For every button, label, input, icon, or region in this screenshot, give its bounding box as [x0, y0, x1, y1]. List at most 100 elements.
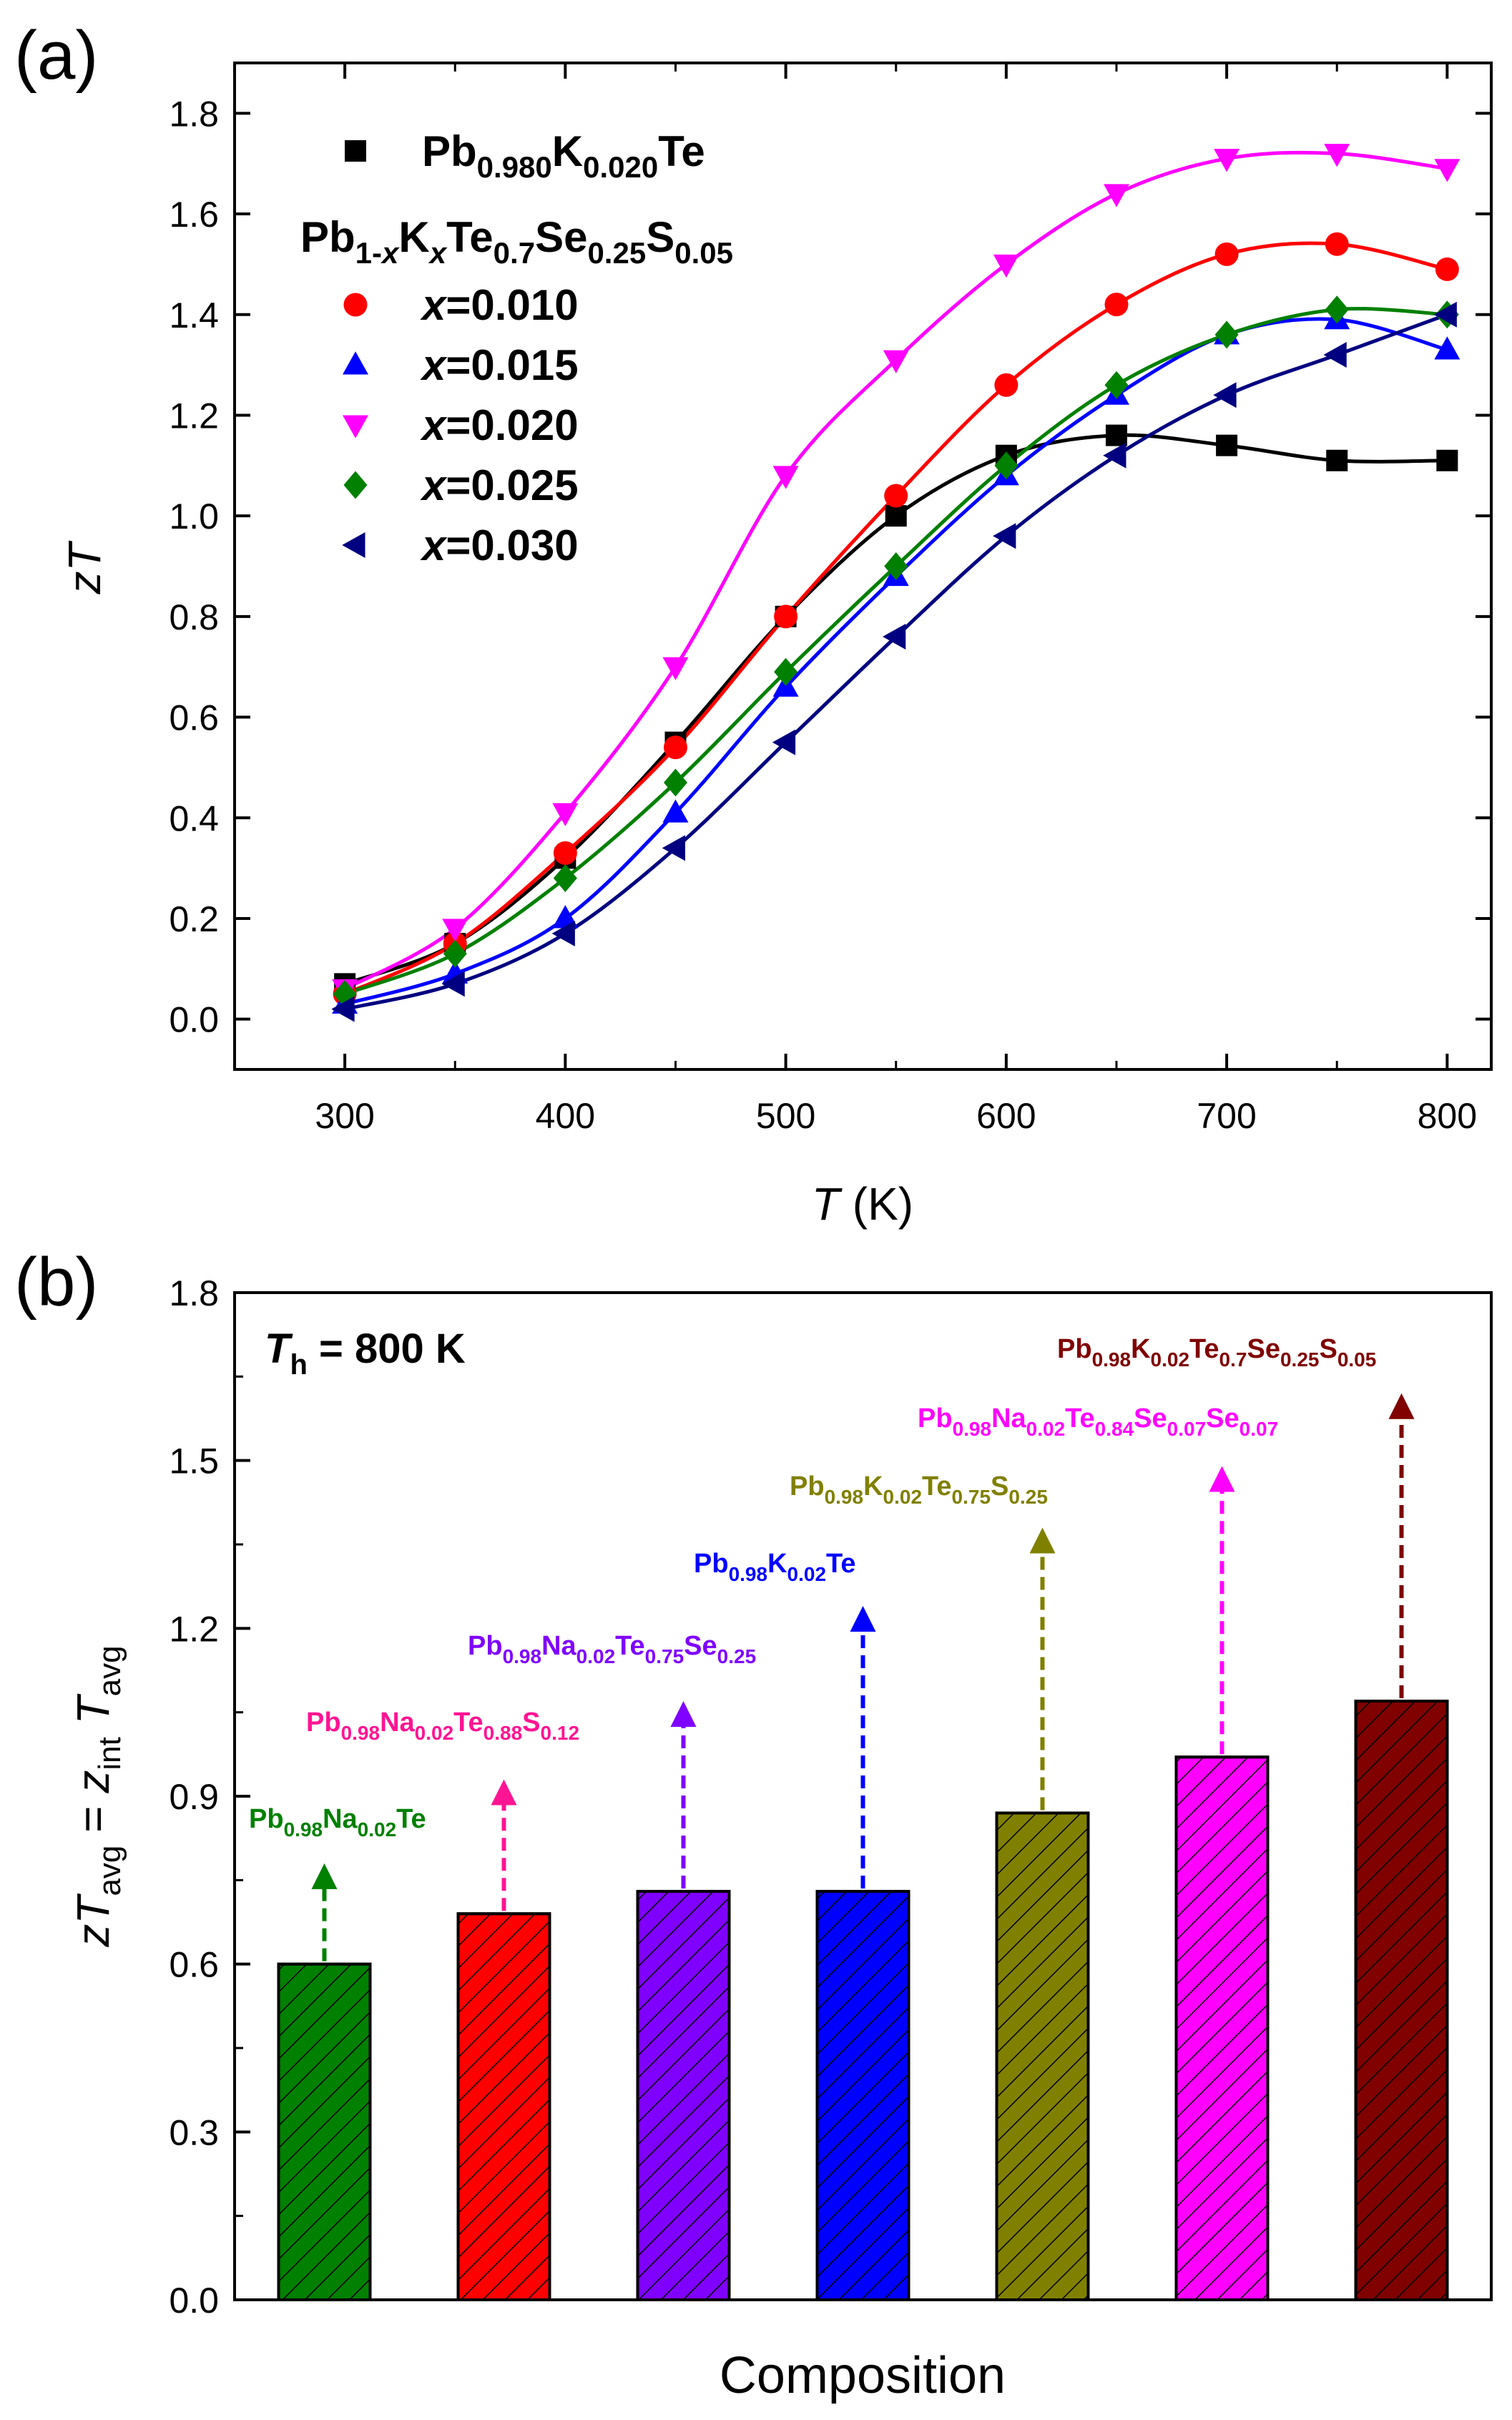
- panel-a-y-ticks: 0.0 0.2 0.4 0.6 0.8 1.0 1.2 1.4 1.6 1.8: [169, 94, 1491, 1040]
- legend-marker: [343, 415, 368, 439]
- bar-label-2: Pb0.98Na0.02Te0.88S0.12: [306, 1708, 579, 1744]
- arrow-head: [1029, 1527, 1056, 1554]
- bar-hatch: [815, 1889, 910, 2301]
- series-line: [343, 150, 1448, 991]
- bar-label-7: Pb0.98K0.02Te0.7Se0.25S0.05: [1057, 1334, 1376, 1371]
- data-point: [1214, 320, 1239, 349]
- data-point: [1325, 295, 1349, 324]
- data-point: [552, 803, 579, 826]
- data-point: [553, 864, 577, 893]
- data-point: [1213, 382, 1237, 408]
- panel-b: (b) 0.0 0.3 0.6 0.9 1.2 1.5 1.8 Th = 800 K Pb0…: [14, 1244, 1493, 2404]
- panel-a-series-lines: [343, 150, 1448, 1011]
- y-tick-label: 0.0: [169, 2281, 219, 2321]
- legend-entry-x-0-015: x=0.015: [420, 341, 579, 389]
- legend-marker: [343, 293, 368, 317]
- x-tick-label: 800: [1418, 1096, 1477, 1136]
- legend-marker: [342, 532, 365, 558]
- data-point: [331, 996, 355, 1022]
- bar-hatch: [1354, 1700, 1449, 2301]
- x-tick-label: 600: [976, 1096, 1036, 1136]
- x-tick-label: 300: [315, 1096, 374, 1136]
- bar-hatch: [636, 1889, 731, 2301]
- y-tick-label: 0.3: [169, 2112, 219, 2152]
- data-point: [663, 768, 687, 797]
- panel-b-x-axis-label: Composition: [720, 2347, 1006, 2404]
- data-point: [1433, 301, 1457, 328]
- data-point: [1434, 336, 1461, 360]
- data-point: [1326, 449, 1348, 471]
- panel-b-bars: [277, 1700, 1449, 2302]
- data-point: [882, 623, 906, 650]
- series-line: [344, 433, 1448, 986]
- bar-label-6: Pb0.98Na0.02Te0.84Se0.07Se0.07: [918, 1403, 1278, 1440]
- series-line: [344, 241, 1448, 996]
- x-tick-label: 400: [536, 1096, 595, 1136]
- data-point: [883, 350, 909, 373]
- legend-marker: [343, 471, 368, 499]
- data-point: [885, 505, 907, 527]
- data-point: [1214, 242, 1239, 266]
- panel-b-label: (b): [14, 1244, 98, 1321]
- data-point: [1436, 449, 1458, 471]
- bar-label-3: Pb0.98Na0.02Te0.75Se0.25: [468, 1631, 756, 1667]
- bar-label-4: Pb0.98K0.02Te: [694, 1549, 856, 1585]
- data-point: [553, 841, 577, 865]
- data-point: [1435, 257, 1459, 281]
- data-point: [774, 657, 798, 686]
- y-tick-label: 0.6: [169, 1945, 219, 1985]
- arrow-head: [850, 1606, 876, 1632]
- bar-label-5: Pb0.98K0.02Te0.75S0.25: [790, 1471, 1048, 1508]
- arrow-head: [311, 1863, 338, 1889]
- arrow-head: [670, 1701, 697, 1728]
- panel-a-label: (a): [14, 17, 98, 94]
- bar-hatch: [995, 1811, 1090, 2301]
- data-point: [993, 523, 1016, 549]
- data-point: [663, 735, 687, 760]
- data-point: [1323, 342, 1347, 368]
- panel-a-x-ticks: 300 400 500 600 700 800: [315, 63, 1477, 1136]
- data-point: [994, 373, 1018, 397]
- panel-b-y-ticks: 0.0 0.3 0.6 0.9 1.2 1.5 1.8: [169, 1273, 250, 2321]
- legend-marker: [345, 140, 366, 162]
- panel-a-x-axis-label: T (K): [812, 1178, 913, 1230]
- arrow-head: [491, 1779, 517, 1806]
- data-point: [1216, 434, 1238, 456]
- data-point: [1104, 293, 1129, 317]
- y-tick-label: 0.8: [169, 597, 219, 637]
- y-tick-label: 1.2: [169, 396, 219, 436]
- data-point: [772, 466, 799, 489]
- bar-label-1: Pb0.98Na0.02Te: [249, 1804, 426, 1841]
- data-point: [442, 918, 468, 942]
- panel-a-y-axis-label: zT: [59, 541, 110, 595]
- data-point: [884, 484, 908, 508]
- y-tick-label: 0.0: [169, 1000, 219, 1040]
- panel-a-legend: Pb0.980K0.020Te Pb1-xKxTe0.7Se0.25S0.05 …: [300, 127, 733, 569]
- data-point: [772, 729, 796, 755]
- legend-entry-x-0-025: x=0.025: [420, 461, 579, 509]
- arrow-head: [1388, 1393, 1415, 1419]
- data-point: [1103, 184, 1129, 207]
- y-tick-label: 0.6: [169, 698, 219, 738]
- data-point: [994, 451, 1018, 480]
- panel-b-annotation: Th = 800 K: [265, 1326, 466, 1381]
- data-point: [1324, 144, 1350, 167]
- x-tick-label: 500: [756, 1096, 815, 1136]
- data-point: [1104, 371, 1129, 399]
- data-point: [993, 254, 1019, 278]
- y-tick-label: 1.8: [169, 1273, 219, 1313]
- data-point: [441, 971, 465, 997]
- data-point: [551, 921, 575, 947]
- data-point: [662, 835, 685, 861]
- legend-entry-x-0-020: x=0.020: [420, 401, 579, 449]
- data-point: [662, 657, 689, 680]
- x-tick-label: 700: [1197, 1096, 1256, 1136]
- data-point: [1214, 149, 1240, 172]
- legend-header: Pb1-xKxTe0.7Se0.25S0.05: [300, 213, 733, 270]
- y-tick-label: 1.2: [169, 1609, 219, 1649]
- data-point: [1105, 424, 1127, 446]
- bar-hatch: [277, 1962, 372, 2302]
- y-tick-label: 0.2: [169, 899, 219, 939]
- data-point: [662, 799, 689, 823]
